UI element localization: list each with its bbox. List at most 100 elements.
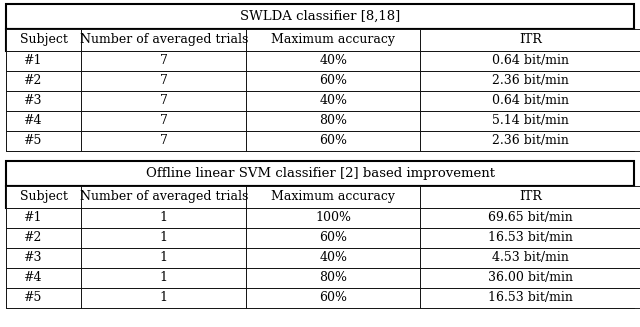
Bar [81, 186, 246, 208]
Bar [246, 208, 420, 228]
Text: Offline linear SVM classifier [2] based improvement: Offline linear SVM classifier [2] based … [145, 167, 495, 180]
Text: 80%: 80% [319, 114, 348, 128]
Bar [81, 29, 246, 51]
Text: 16.53 bit/min: 16.53 bit/min [488, 232, 573, 244]
Text: 7: 7 [160, 134, 168, 147]
Text: 60%: 60% [319, 232, 348, 244]
Bar [246, 131, 420, 151]
Bar [420, 208, 640, 228]
Text: 2.36 bit/min: 2.36 bit/min [492, 75, 569, 87]
Text: 40%: 40% [319, 95, 348, 108]
Text: Subject: Subject [20, 190, 68, 203]
Bar [6, 91, 81, 111]
Bar [6, 71, 634, 91]
Text: 1: 1 [160, 212, 168, 224]
Bar [81, 131, 246, 151]
Text: #3: #3 [23, 251, 42, 265]
Bar [420, 51, 640, 71]
Bar [81, 268, 246, 288]
Bar [420, 268, 640, 288]
Text: #1: #1 [23, 212, 42, 224]
Bar [81, 248, 246, 268]
Bar [81, 51, 246, 71]
Bar [6, 228, 634, 248]
Text: 16.53 bit/min: 16.53 bit/min [488, 291, 573, 304]
Bar [6, 208, 634, 228]
Bar [420, 248, 640, 268]
Bar [6, 111, 634, 131]
Text: #2: #2 [24, 232, 42, 244]
Text: #2: #2 [24, 75, 42, 87]
Bar [6, 111, 81, 131]
Text: 4.53 bit/min: 4.53 bit/min [492, 251, 569, 265]
Text: 100%: 100% [316, 212, 351, 224]
Bar [6, 71, 81, 91]
Bar [246, 71, 420, 91]
Bar [6, 131, 81, 151]
Bar [81, 288, 246, 308]
Bar [81, 111, 246, 131]
Bar [6, 268, 634, 288]
Text: SWLDA classifier [8,18]: SWLDA classifier [8,18] [240, 10, 400, 23]
Bar [6, 208, 81, 228]
Bar [420, 186, 640, 208]
Text: ITR: ITR [519, 190, 541, 203]
Text: ITR: ITR [519, 33, 541, 46]
Bar [420, 29, 640, 51]
Bar [6, 51, 81, 71]
Text: #4: #4 [23, 114, 42, 128]
Text: 40%: 40% [319, 54, 348, 67]
Text: 0.64 bit/min: 0.64 bit/min [492, 54, 569, 67]
Text: Number of averaged trials: Number of averaged trials [79, 33, 248, 46]
Text: #5: #5 [24, 291, 42, 304]
Bar [246, 186, 420, 208]
Bar [6, 131, 634, 151]
Bar [6, 4, 634, 29]
Text: Number of averaged trials: Number of averaged trials [79, 190, 248, 203]
Bar [246, 268, 420, 288]
Bar [246, 228, 420, 248]
Text: #4: #4 [23, 271, 42, 284]
Text: Maximum accuracy: Maximum accuracy [271, 190, 396, 203]
Bar [246, 248, 420, 268]
Text: 60%: 60% [319, 75, 348, 87]
Text: 60%: 60% [319, 134, 348, 147]
Bar [6, 186, 81, 208]
Text: #1: #1 [23, 54, 42, 67]
Bar [246, 288, 420, 308]
Bar [6, 228, 81, 248]
Text: Maximum accuracy: Maximum accuracy [271, 33, 396, 46]
Bar [6, 288, 634, 308]
Text: 2.36 bit/min: 2.36 bit/min [492, 134, 569, 147]
Text: 80%: 80% [319, 271, 348, 284]
Bar [420, 288, 640, 308]
Bar [81, 91, 246, 111]
Bar [6, 186, 634, 208]
Text: 1: 1 [160, 271, 168, 284]
Bar [420, 111, 640, 131]
Text: 40%: 40% [319, 251, 348, 265]
Bar [81, 71, 246, 91]
Bar [6, 161, 634, 186]
Bar [246, 51, 420, 71]
Text: 7: 7 [160, 95, 168, 108]
Bar [420, 228, 640, 248]
Bar [6, 248, 81, 268]
Text: 7: 7 [160, 114, 168, 128]
Bar [246, 91, 420, 111]
Text: 36.00 bit/min: 36.00 bit/min [488, 271, 573, 284]
Bar [246, 111, 420, 131]
Text: 1: 1 [160, 251, 168, 265]
Text: #5: #5 [24, 134, 42, 147]
Text: 69.65 bit/min: 69.65 bit/min [488, 212, 573, 224]
Text: 60%: 60% [319, 291, 348, 304]
Bar [6, 248, 634, 268]
Text: 0.64 bit/min: 0.64 bit/min [492, 95, 569, 108]
Bar [81, 228, 246, 248]
Bar [420, 91, 640, 111]
Text: 5.14 bit/min: 5.14 bit/min [492, 114, 569, 128]
Bar [6, 51, 634, 71]
Bar [246, 29, 420, 51]
Bar [6, 288, 81, 308]
Bar [6, 91, 634, 111]
